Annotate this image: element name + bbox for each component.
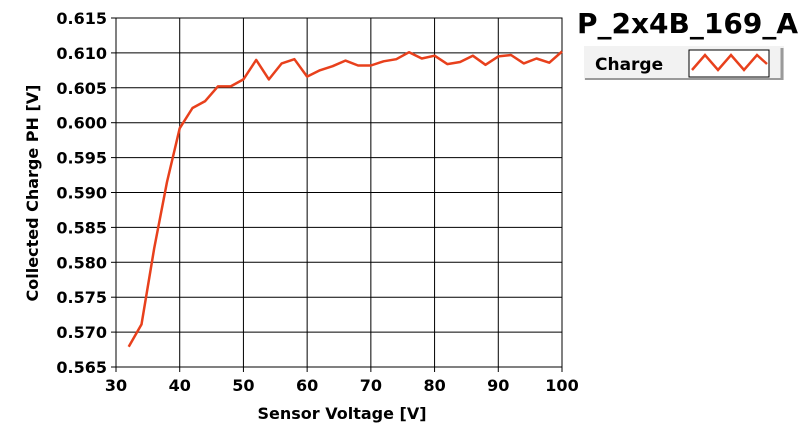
- grid: [116, 18, 562, 367]
- legend: Charge: [584, 46, 784, 80]
- x-tick-label: 50: [232, 376, 254, 395]
- y-tick-label: 0.585: [56, 218, 107, 237]
- legend-swatch: [688, 49, 770, 78]
- x-tick-label: 40: [169, 376, 191, 395]
- y-tick-label: 0.610: [56, 44, 107, 63]
- x-tick-label: 30: [105, 376, 127, 395]
- y-tick-label: 0.570: [56, 323, 107, 342]
- x-axis-title: Sensor Voltage [V]: [257, 404, 426, 423]
- x-tick-label: 90: [487, 376, 509, 395]
- series-line-charge: [127, 50, 563, 348]
- y-tick-label: 0.595: [56, 149, 107, 168]
- x-axis-ticks: 30 40 50 60 70 80 90 100: [105, 367, 579, 395]
- y-tick-label: 0.605: [56, 79, 107, 98]
- x-tick-label: 60: [296, 376, 318, 395]
- y-tick-label: 0.580: [56, 253, 107, 272]
- legend-swatch-line: [691, 53, 768, 72]
- y-tick-label: 0.615: [56, 9, 107, 28]
- x-tick-label: 100: [545, 376, 578, 395]
- y-axis-ticks: 0.565 0.570 0.575 0.580 0.585 0.590 0.595 0.600…: [56, 9, 116, 377]
- series: [127, 50, 563, 348]
- y-tick-label: 0.565: [56, 358, 107, 377]
- legend-label: Charge: [595, 55, 663, 75]
- y-tick-label: 0.575: [56, 288, 107, 307]
- y-tick-label: 0.590: [56, 184, 107, 203]
- x-tick-label: 70: [360, 376, 382, 395]
- x-tick-label: 80: [423, 376, 445, 395]
- chart-title: P_2x4B_169_A: [577, 7, 798, 40]
- y-tick-label: 0.600: [56, 114, 107, 133]
- y-axis-title: Collected Charge PH [V]: [23, 85, 42, 302]
